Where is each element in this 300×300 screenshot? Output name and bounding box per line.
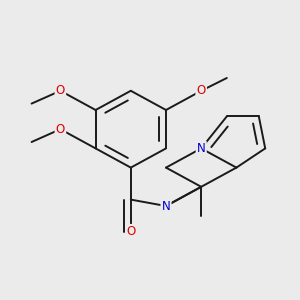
Text: O: O	[196, 84, 206, 97]
Text: N: N	[197, 142, 206, 155]
Text: O: O	[56, 123, 65, 136]
Text: N: N	[162, 200, 170, 212]
Text: O: O	[126, 225, 135, 238]
Text: O: O	[56, 84, 65, 97]
